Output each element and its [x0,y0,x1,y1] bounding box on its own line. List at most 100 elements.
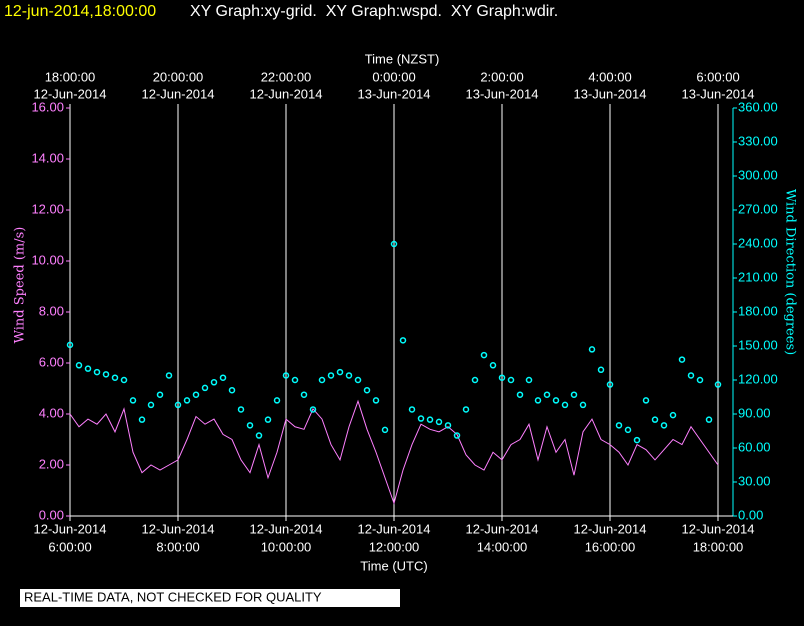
direction-point [138,416,146,423]
direction-point [147,401,155,409]
direction-point [273,397,281,404]
speed-line [69,399,719,505]
x-tick-label: 12-Jun-2014 [574,521,647,536]
direction-point [714,381,722,388]
x-tick-label: 12-Jun-2014 [142,521,215,536]
direction-point [165,372,173,379]
y-tick-label: 0.00 [39,507,64,522]
direction-point [345,372,353,379]
direction-point [264,416,272,423]
y2-tick-label: 90.00 [738,405,771,420]
direction-point [678,356,686,363]
direction-point [507,376,515,384]
direction-point [102,371,110,378]
x2-tick-label: 12-Jun-2014 [142,86,215,101]
direction-point [309,406,317,413]
x-tick-label: 12-Jun-2014 [466,521,539,536]
direction-point [417,415,425,422]
direction-point [615,422,623,429]
direction-point [669,411,677,419]
x-tick-label: 18:00:00 [693,539,744,554]
y-tick-label: 16.00 [31,99,64,114]
direction-point [426,416,434,423]
y-tick-label: 10.00 [31,252,64,267]
y2-tick-label: 240.00 [738,235,778,250]
direction-point [543,391,551,398]
direction-point [372,397,380,404]
direction-point [228,386,236,394]
direction-point [84,365,92,372]
y-axis-title: Wind Speed (m/s) [13,227,28,344]
x2-tick-label: 20:00:00 [153,69,204,84]
direction-point [588,346,596,353]
y2-axis-title: Wind Direction (degrees) [783,189,798,355]
direction-point [444,422,452,429]
direction-point [390,240,398,248]
y-tick-label: 2.00 [39,456,64,471]
y-tick-label: 4.00 [39,405,64,420]
x2-tick-label: 12-Jun-2014 [250,86,323,101]
x-tick-label: 14:00:00 [477,539,528,554]
direction-point [462,406,470,413]
x2-tick-label: 13-Jun-2014 [358,86,431,101]
y2-tick-label: 0.00 [738,507,763,522]
direction-point [696,376,704,384]
direction-point [660,422,668,429]
direction-point [471,376,479,384]
direction-point [192,391,200,398]
direction-point [219,374,227,381]
direction-point [624,426,632,434]
direction-point [66,341,74,349]
x-tick-label: 12:00:00 [369,539,420,554]
y2-tick-label: 120.00 [738,371,778,386]
y2-tick-label: 330.00 [738,133,778,148]
direction-point [75,362,83,369]
direction-point [687,372,695,379]
direction-point [174,401,182,409]
y2-tick-label: 300.00 [738,167,778,182]
direction-point [318,376,326,384]
x2-tick-label: 0:00:00 [372,69,415,84]
x-axis-title: Time (UTC) [360,558,427,573]
x-tick-label: 10:00:00 [261,539,312,554]
time-stamp: 12-jun-2014,18:00:00 [4,3,156,20]
direction-point [381,426,389,434]
direction-point [336,368,344,376]
direction-point [183,397,191,404]
direction-point [525,376,533,384]
direction-point [246,422,254,429]
y2-tick-label: 360.00 [738,99,778,114]
direction-point [453,432,461,439]
direction-point [408,406,416,413]
y2-tick-label: 210.00 [738,269,778,284]
direction-point [579,401,587,409]
direction-point [534,397,542,404]
x2-tick-label: 18:00:00 [45,69,96,84]
direction-point [327,372,335,379]
x-tick-label: 16:00:00 [585,539,636,554]
x2-tick-label: 12-Jun-2014 [34,86,107,101]
x-tick-label: 12-Jun-2014 [358,521,431,536]
direction-point [354,376,362,384]
x2-tick-label: 4:00:00 [588,69,631,84]
direction-point [489,362,497,369]
direction-point [129,397,137,404]
direction-point [597,366,605,374]
direction-point [570,391,578,398]
direction-point [435,418,443,426]
direction-point [561,401,569,409]
x2-tick-label: 13-Jun-2014 [466,86,539,101]
direction-point [210,379,218,386]
x-axis-top-title: Time (NZST) [365,51,440,66]
y-tick-label: 8.00 [39,303,64,318]
direction-point [642,397,650,404]
x2-tick-label: 2:00:00 [480,69,523,84]
x-tick-label: 8:00:00 [156,539,199,554]
direction-point [282,372,290,379]
direction-point [552,397,560,404]
y2-tick-label: 150.00 [738,337,778,352]
direction-point [300,391,308,398]
y2-tick-label: 270.00 [738,201,778,216]
